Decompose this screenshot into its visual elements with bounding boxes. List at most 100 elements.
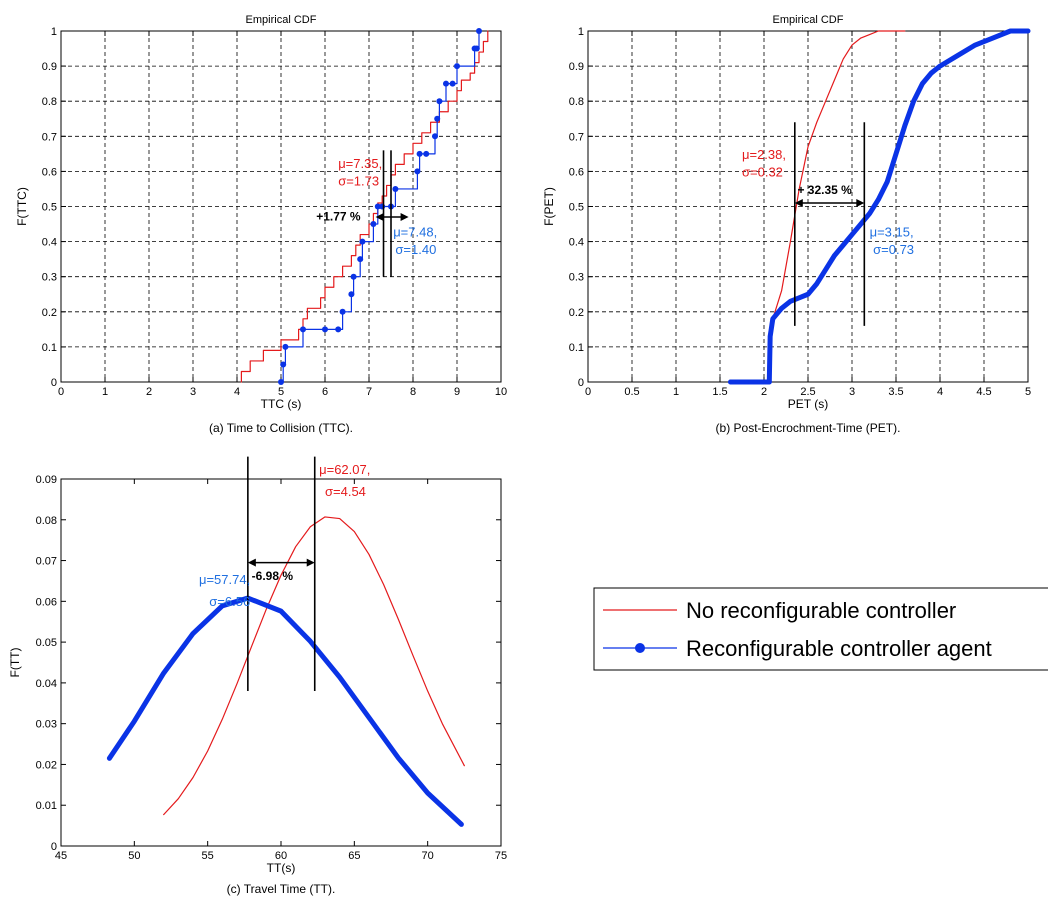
- chart-a-ytick-label: 0.7: [42, 131, 57, 143]
- chart-a-xtick-label: 2: [146, 386, 152, 398]
- chart-b-series-1-point: [752, 379, 758, 385]
- panel-a-ttc: Empirical CDF 0 1 2 3 4 5 6 7 8 9 10 0 0.1 0.2 0.3 0.4 0.…: [15, 14, 507, 435]
- chart-a-series-1-point: [370, 221, 377, 228]
- chart-a-series-1-point: [449, 80, 456, 87]
- chart-b-xtick-label: 2.5: [800, 386, 815, 398]
- chart-c-annotation: μ=62.07,: [319, 462, 370, 477]
- chart-a-series-1-point: [414, 168, 421, 175]
- chart-b-xtick-label: 5: [1025, 386, 1031, 398]
- chart-c-annotation: σ=4.54: [325, 484, 366, 499]
- chart-b-annotation: μ=2.38,: [742, 147, 786, 162]
- chart-a-series-1-point: [374, 203, 381, 210]
- chart-a-series-0-line: [240, 30, 489, 383]
- chart-a-xtick-label: 10: [495, 386, 507, 398]
- chart-a-title: Empirical CDF: [246, 14, 317, 26]
- chart-a-series-1-point: [300, 326, 306, 333]
- chart-b-xtick-label: 3: [849, 386, 855, 398]
- chart-b-xtick-label: 0: [585, 386, 591, 398]
- legend: No reconfigurable controller Reconfigura…: [593, 587, 1048, 671]
- chart-c-ytick-label: 0: [51, 841, 57, 853]
- chart-c-annotation: σ=6.56: [209, 594, 250, 609]
- chart-b-ytick-label: 0: [578, 377, 584, 389]
- chart-c-axes: [60, 478, 502, 847]
- chart-b-series-1-point: [743, 379, 749, 385]
- chart-b-ytick-label: 0.4: [569, 237, 584, 249]
- chart-a-series-1-point: [454, 63, 460, 70]
- chart-a-ytick-label: 0.6: [42, 166, 57, 178]
- chart-a-series-1-point: [443, 80, 449, 87]
- chart-b-xlabel: PET (s): [788, 397, 828, 411]
- chart-b-series-1-point: [766, 379, 772, 385]
- chart-c-ytick-label: 0.03: [36, 719, 57, 731]
- chart-a-series-1-point: [473, 45, 480, 52]
- chart-c-series-0-line: [163, 516, 465, 816]
- chart-a-ytick-label: 0.3: [42, 272, 57, 284]
- chart-b-xtick-label: 0.5: [624, 386, 639, 398]
- chart-c-xtick-label: 75: [495, 850, 507, 862]
- chart-c-arrow-head-right: [306, 558, 315, 567]
- chart-a-annotation: μ=7.35,: [338, 156, 382, 171]
- legend-marker-blue: [635, 643, 645, 653]
- chart-b-series-0-line: [772, 30, 906, 320]
- chart-b-ytick-label: 0.9: [569, 61, 584, 73]
- chart-a-xtick-label: 0: [58, 386, 64, 398]
- chart-b-ytick-label: 0.3: [569, 272, 584, 284]
- chart-b-arrow-head-left: [794, 198, 803, 207]
- chart-a-series-1-point: [359, 238, 366, 245]
- chart-a-series-1-point: [392, 185, 399, 192]
- chart-a-xlabel: TTC (s): [261, 397, 302, 411]
- chart-a-ytick-label: 0.9: [42, 61, 57, 73]
- legend-label-1: Reconfigurable controller agent: [686, 636, 992, 661]
- chart-c-xtick-label: 50: [128, 850, 140, 862]
- chart-a-series-1-point: [350, 273, 357, 280]
- chart-c-xtick-label: 45: [55, 850, 67, 862]
- chart-c-ytick-label: 0.08: [36, 515, 57, 527]
- chart-b-xtick-label: 4.5: [976, 386, 991, 398]
- chart-c-ytick-label: 0.05: [36, 637, 57, 649]
- chart-b-ytick-label: 0.1: [569, 342, 584, 354]
- chart-c-annotation: -6.98 %: [252, 569, 294, 583]
- chart-a-ytick-label: 0.2: [42, 307, 57, 319]
- chart-b-series-1-line: [728, 28, 1031, 385]
- chart-a-ytick-label: 1: [51, 26, 57, 38]
- chart-a-series-1-point: [434, 115, 441, 122]
- chart-c-ytick-label: 0.07: [36, 556, 57, 568]
- chart-a-ytick-label: 0.5: [42, 202, 57, 214]
- chart-a-xtick-label: 7: [366, 386, 372, 398]
- chart-a-series-1-point: [335, 326, 342, 333]
- chart-c-xtick-label: 55: [202, 850, 214, 862]
- chart-b-arrow-head-right: [856, 198, 865, 207]
- chart-c-ytick-label: 0.04: [36, 678, 57, 690]
- chart-b-xtick-label: 2: [761, 386, 767, 398]
- chart-b-annotation: μ=3.15,: [870, 224, 914, 239]
- chart-b-annotation: σ=0.73: [873, 242, 914, 257]
- chart-a-series-1-point: [322, 326, 328, 333]
- chart-b-annotation: σ=0.32: [742, 165, 783, 180]
- chart-b-series-1-point: [761, 379, 767, 385]
- chart-b-xtick-label: 1: [673, 386, 679, 398]
- chart-a-annotation: +1.77 %: [316, 210, 361, 224]
- chart-b-ytick-label: 0.8: [569, 96, 584, 108]
- chart-c-ytick-label: 0.02: [36, 759, 57, 771]
- chart-b-annotation: + 32.35 %: [797, 183, 852, 197]
- chart-a-xtick-label: 8: [410, 386, 416, 398]
- legend-box: [593, 587, 1048, 671]
- chart-b-xtick-label: 3.5: [888, 386, 903, 398]
- chart-a-series-1-point: [280, 361, 287, 368]
- chart-a-arrow-head-right: [400, 213, 409, 222]
- chart-a-series-1-point: [339, 308, 346, 315]
- chart-a-caption: (a) Time to Collision (TTC).: [209, 421, 353, 435]
- panel-b-pet: Empirical CDF 0 0.5 1 1.5 2 2.5 3 3.5 4 4.5 5 0 0.1 0.…: [542, 14, 1031, 435]
- chart-a-annotation: μ=7.48,: [393, 224, 437, 239]
- chart-b-ylabel: F(PET): [542, 187, 556, 226]
- chart-a-series-1-point: [278, 379, 284, 385]
- chart-a-ytick-label: 0.1: [42, 342, 57, 354]
- chart-c-xtick-label: 60: [275, 850, 287, 862]
- chart-b-title: Empirical CDF: [773, 14, 844, 26]
- legend-label-0: No reconfigurable controller: [686, 598, 956, 623]
- chart-a-ytick-label: 0.8: [42, 96, 57, 108]
- chart-a-arrow-head-left: [375, 213, 384, 222]
- chart-a-series-1-point: [348, 291, 355, 298]
- chart-b-ytick-label: 1: [578, 26, 584, 38]
